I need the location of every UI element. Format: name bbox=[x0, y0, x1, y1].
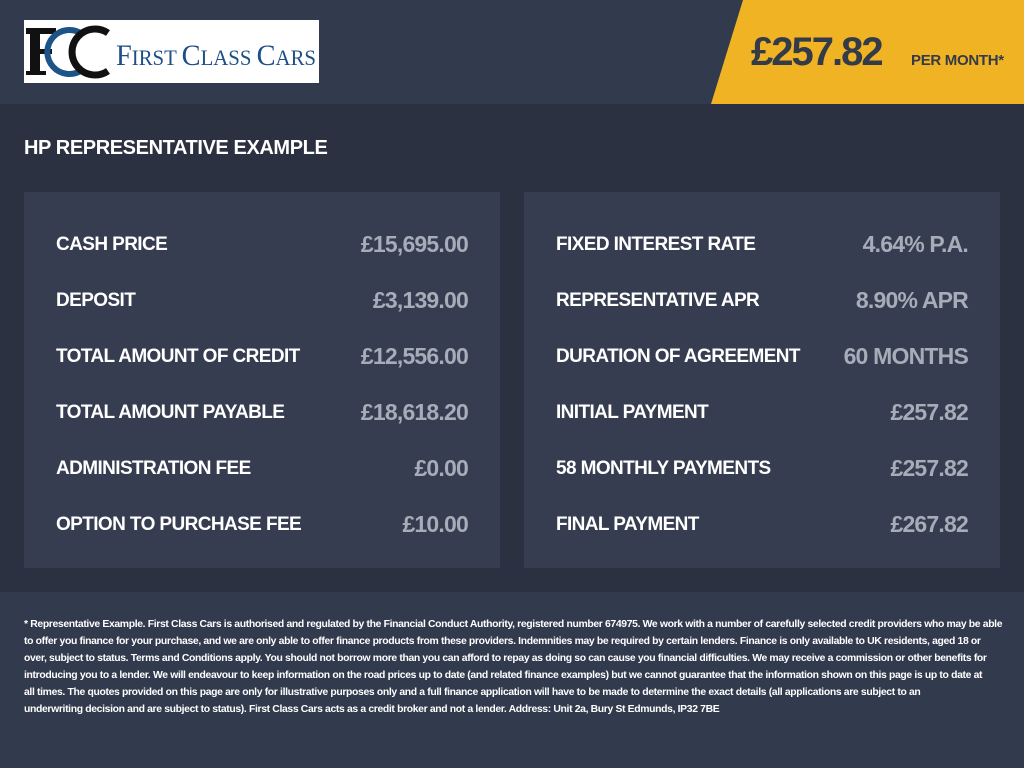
monthly-payments-row: 58 MONTHLY PAYMENTS £257.82 bbox=[556, 448, 969, 488]
monthly-price-banner: £257.82 PER MONTH* bbox=[711, 0, 1024, 104]
row-label: DURATION OF AGREEMENT bbox=[556, 346, 801, 367]
row-label: OPTION TO PURCHASE FEE bbox=[56, 514, 302, 535]
fcc-logo-icon: FIRST CLASS CARS bbox=[26, 25, 316, 79]
duration-row: DURATION OF AGREEMENT 60 MONTHS bbox=[556, 336, 969, 376]
row-label: INITIAL PAYMENT bbox=[556, 402, 709, 423]
per-month-label: PER MONTH* bbox=[911, 52, 1004, 69]
row-value: £12,556.00 bbox=[360, 343, 469, 369]
row-label: TOTAL AMOUNT PAYABLE bbox=[56, 402, 285, 423]
disclaimer-line: underwriting decision and are subject to… bbox=[24, 704, 720, 715]
finance-details-right: FIXED INTEREST RATE 4.64% P.A. REPRESENTA… bbox=[524, 192, 1000, 568]
disclaimer-line: over, subject to status. Terms and Condi… bbox=[24, 653, 987, 664]
total-payable-row: TOTAL AMOUNT PAYABLE £18,618.20 bbox=[56, 392, 469, 432]
row-label: FINAL PAYMENT bbox=[556, 514, 699, 535]
deposit-row: DEPOSIT £3,139.00 bbox=[56, 280, 469, 320]
fcc-monogram-icon bbox=[26, 25, 110, 79]
final-payment-row: FINAL PAYMENT £267.82 bbox=[556, 504, 969, 544]
row-label: CASH PRICE bbox=[56, 234, 168, 255]
total-credit-row: TOTAL AMOUNT OF CREDIT £12,556.00 bbox=[56, 336, 469, 376]
row-value: 4.64% P.A. bbox=[862, 231, 969, 257]
row-value: £3,139.00 bbox=[372, 287, 469, 313]
row-value: £267.82 bbox=[890, 511, 968, 537]
row-value: £257.82 bbox=[890, 455, 968, 481]
disclaimer-line: to offer you finance for your purchase, … bbox=[24, 636, 981, 647]
svg-text:FIRST CLASS CARS: FIRST CLASS CARS bbox=[116, 39, 316, 72]
purchase-fee-row: OPTION TO PURCHASE FEE £10.00 bbox=[56, 504, 469, 544]
admin-fee-row: ADMINISTRATION FEE £0.00 bbox=[56, 448, 469, 488]
cash-price-row: CASH PRICE £15,695.00 bbox=[56, 224, 469, 264]
row-label: ADMINISTRATION FEE bbox=[56, 458, 251, 479]
disclaimer-line: all times. The quotes provided on this p… bbox=[24, 687, 921, 698]
apr-row: REPRESENTATIVE APR 8.90% APR bbox=[556, 280, 969, 320]
row-value: £18,618.20 bbox=[360, 399, 469, 425]
row-value: £10.00 bbox=[402, 511, 468, 537]
row-label: 58 MONTHLY PAYMENTS bbox=[556, 458, 771, 479]
initial-payment-row: INITIAL PAYMENT £257.82 bbox=[556, 392, 969, 432]
row-label: DEPOSIT bbox=[56, 290, 136, 311]
row-value: 60 MONTHS bbox=[843, 343, 969, 369]
header: FIRST CLASS CARS £257.82 PER MONTH* bbox=[0, 0, 1024, 104]
row-value: £0.00 bbox=[414, 455, 468, 481]
footer: * Representative Example. First Class Ca… bbox=[0, 592, 1024, 768]
row-value: £15,695.00 bbox=[360, 231, 469, 257]
disclaimer-text: * Representative Example. First Class Ca… bbox=[24, 616, 1003, 718]
disclaimer-line: * Representative Example. First Class Ca… bbox=[24, 619, 1003, 630]
row-label: TOTAL AMOUNT OF CREDIT bbox=[56, 346, 300, 367]
row-label: REPRESENTATIVE APR bbox=[556, 290, 760, 311]
finance-details-left: CASH PRICE £15,695.00 DEPOSIT £3,139.00 TO… bbox=[24, 192, 500, 568]
row-value: £257.82 bbox=[890, 399, 968, 425]
monthly-price: £257.82 bbox=[751, 30, 884, 74]
row-label: FIXED INTEREST RATE bbox=[556, 234, 756, 255]
interest-rate-row: FIXED INTEREST RATE 4.64% P.A. bbox=[556, 224, 969, 264]
row-value: 8.90% APR bbox=[855, 287, 969, 313]
page-title: HP REPRESENTATIVE EXAMPLE bbox=[24, 137, 328, 159]
first-class-cars-logo[interactable]: FIRST CLASS CARS bbox=[24, 20, 319, 83]
disclaimer-line: introducing you to a lender. We will end… bbox=[24, 670, 983, 681]
